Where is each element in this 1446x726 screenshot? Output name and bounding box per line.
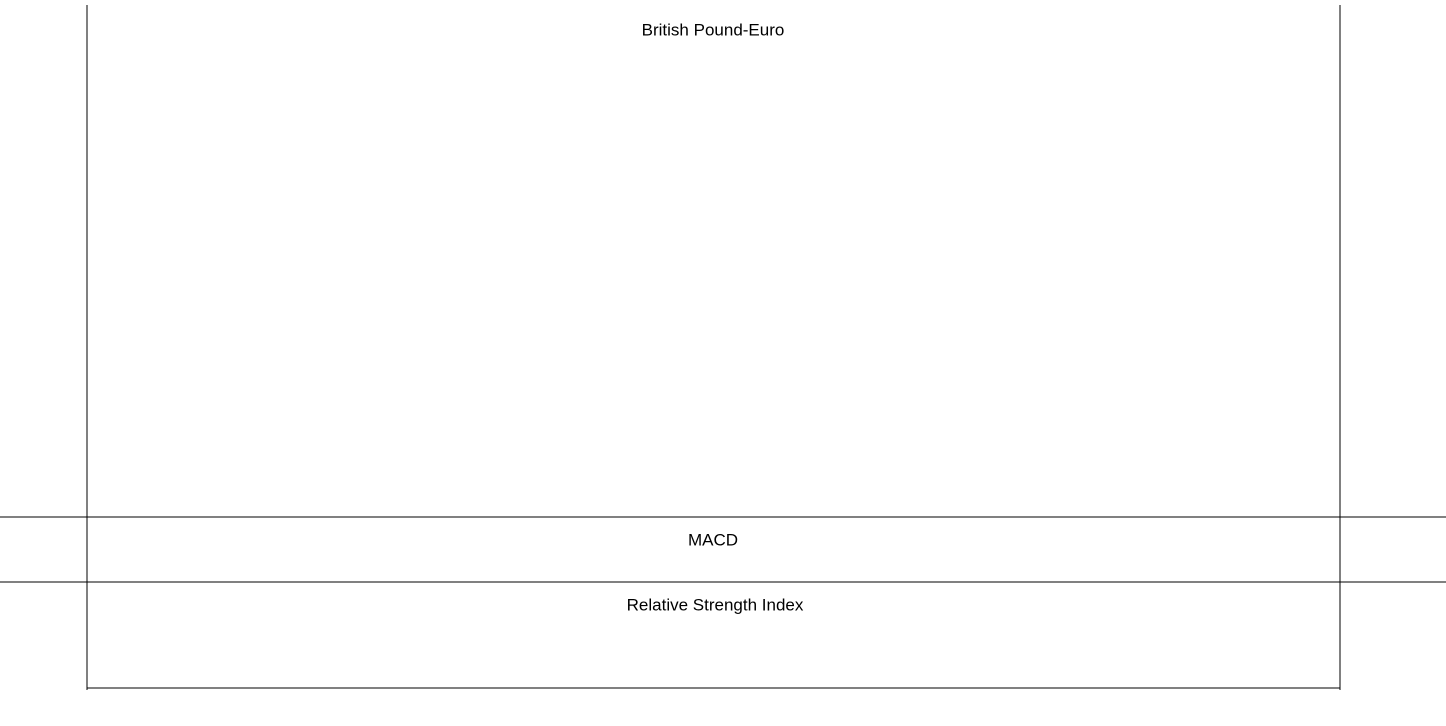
chart-title: British Pound-Euro — [642, 20, 785, 39]
label-layer: British Pound-Euro MACD Relative Strengt… — [627, 20, 804, 614]
macd-title: MACD — [688, 530, 738, 549]
axes-layer — [0, 5, 1446, 690]
rsi-title: Relative Strength Index — [627, 595, 804, 614]
